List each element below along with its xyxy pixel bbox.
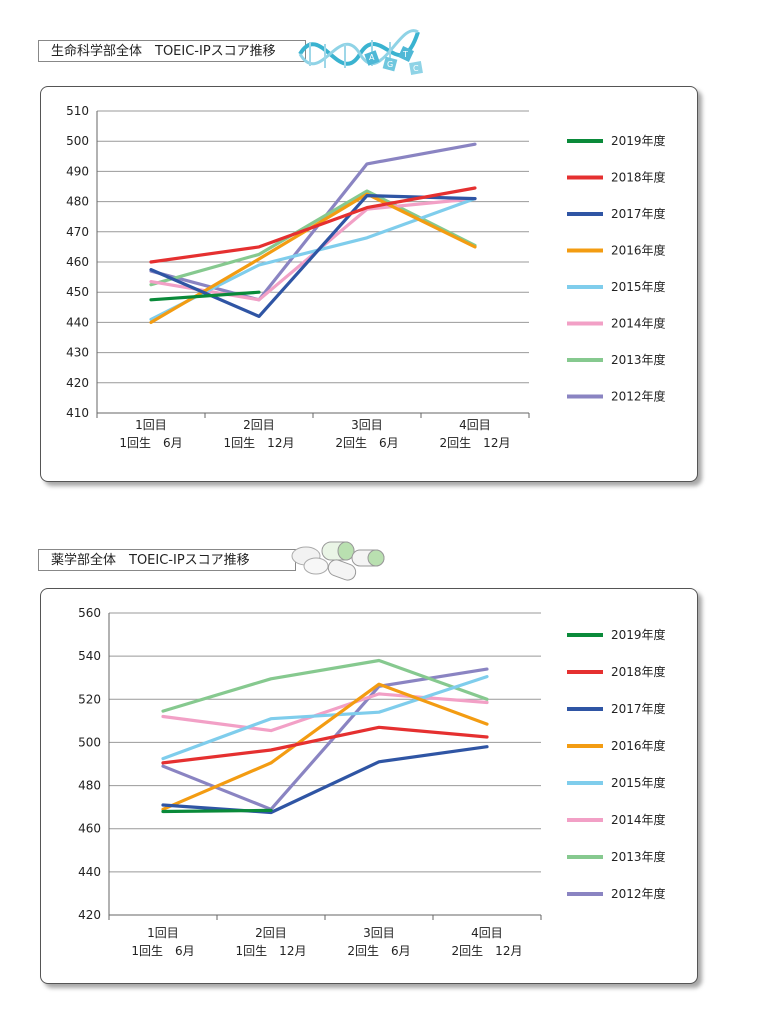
- x-category-sublabel: 2回生 12月: [440, 436, 511, 450]
- series-line-2012年度: [149, 142, 477, 302]
- legend-label: 2012年度: [611, 389, 666, 404]
- x-category-label: 2回目: [243, 418, 275, 432]
- legend-label: 2013年度: [611, 352, 666, 367]
- series-line-2019年度: [149, 290, 261, 302]
- x-category-label: 3回目: [351, 418, 383, 432]
- chart2-panel: 420 440 460 480 500 520 540 560 1回目 1回生 6月 2回目 1回生 …: [40, 588, 698, 984]
- y-tick-label: 480: [78, 779, 101, 793]
- series-line-2016年度: [161, 682, 489, 811]
- x-category-sublabel: 2回生 12月: [452, 944, 523, 958]
- x-category-sublabel: 2回生 6月: [335, 436, 398, 450]
- x-category-label: 1回目: [147, 926, 179, 940]
- x-category-sublabel: 1回生 12月: [224, 436, 295, 450]
- y-tick-label: 410: [66, 406, 89, 420]
- chart2-heading: 薬学部全体 TOEIC-IPスコア推移: [51, 553, 250, 568]
- x-category-label: 1回目: [135, 418, 167, 432]
- nucleotide-c: C: [413, 64, 419, 73]
- y-tick-label: 500: [66, 134, 89, 148]
- chart1-panel: 410 420 430 440 450 460 470 480 490 500 510 1回目 1回生 …: [40, 86, 698, 482]
- y-tick-label: 430: [66, 346, 89, 360]
- x-category-sublabel: 2回生 6月: [347, 944, 410, 958]
- legend-label: 2014年度: [611, 812, 666, 827]
- series-line-2019年度: [161, 808, 273, 814]
- legend-label: 2015年度: [611, 775, 666, 790]
- legend-label: 2018年度: [611, 170, 666, 185]
- legend-label: 2013年度: [611, 849, 666, 864]
- y-tick-label: 440: [78, 865, 101, 879]
- pill-icon: [291, 541, 385, 581]
- series-line-2015年度: [161, 674, 489, 761]
- chart2-svg: 420 440 460 480 500 520 540 560 1回目 1回生 6月 2回目 1回生 …: [78, 606, 666, 958]
- legend-label: 2016年度: [611, 738, 666, 753]
- x-category-sublabel: 1回生 6月: [119, 436, 182, 450]
- y-tick-label: 480: [66, 195, 89, 209]
- x-category-label: 4回目: [471, 926, 503, 940]
- y-tick-label: 470: [66, 225, 89, 239]
- y-tick-label: 540: [78, 649, 101, 663]
- series-line-2013年度: [149, 189, 477, 287]
- nucleotide-t: T: [403, 50, 408, 59]
- x-category-label: 4回目: [459, 418, 491, 432]
- chart1-heading: 生命科学部全体 TOEIC-IPスコア推移: [51, 44, 276, 59]
- y-tick-label: 520: [78, 692, 101, 706]
- legend-label: 2017年度: [611, 206, 666, 221]
- series-line-2017年度: [161, 745, 489, 815]
- y-tick-label: 420: [66, 376, 89, 390]
- nucleotide-blocks-icon: [364, 46, 423, 75]
- chart1-heading-box: 生命科学部全体 TOEIC-IPスコア推移: [38, 40, 306, 62]
- legend-label: 2019年度: [611, 133, 666, 148]
- series-line-2014年度: [161, 692, 489, 733]
- nucleotide-a: A: [369, 53, 375, 62]
- y-tick-label: 510: [66, 104, 89, 118]
- y-tick-label: 490: [66, 164, 89, 178]
- legend-label: 2019年度: [611, 627, 666, 642]
- series-line-2018年度: [149, 186, 477, 264]
- series-line-2013年度: [161, 658, 489, 713]
- x-category-sublabel: 1回生 6月: [131, 944, 194, 958]
- y-tick-label: 450: [66, 285, 89, 299]
- x-category-label: 3回目: [363, 926, 395, 940]
- series-line-2018年度: [161, 725, 489, 765]
- y-tick-label: 560: [78, 606, 101, 620]
- y-tick-label: 460: [66, 255, 89, 269]
- series-line-2015年度: [149, 196, 477, 321]
- nucleotide-g: G: [387, 60, 394, 69]
- legend-label: 2014年度: [611, 316, 666, 331]
- legend-label: 2016年度: [611, 243, 666, 258]
- chart2-heading-box: 薬学部全体 TOEIC-IPスコア推移: [38, 549, 296, 571]
- y-tick-label: 460: [78, 822, 101, 836]
- y-tick-label: 420: [78, 908, 101, 922]
- legend-label: 2017年度: [611, 701, 666, 716]
- x-category-label: 2回目: [255, 926, 287, 940]
- x-category-sublabel: 1回生 12月: [236, 944, 307, 958]
- nucleotide-letters: A G T C: [366, 50, 426, 76]
- legend-label: 2015年度: [611, 279, 666, 294]
- y-tick-label: 440: [66, 315, 89, 329]
- chart1-svg: 410 420 430 440 450 460 470 480 490 500 510 1回目 1回生 …: [66, 104, 666, 450]
- y-tick-label: 500: [78, 735, 101, 749]
- legend-label: 2012年度: [611, 886, 666, 901]
- legend-label: 2018年度: [611, 664, 666, 679]
- dna-helix-icon: [298, 29, 420, 68]
